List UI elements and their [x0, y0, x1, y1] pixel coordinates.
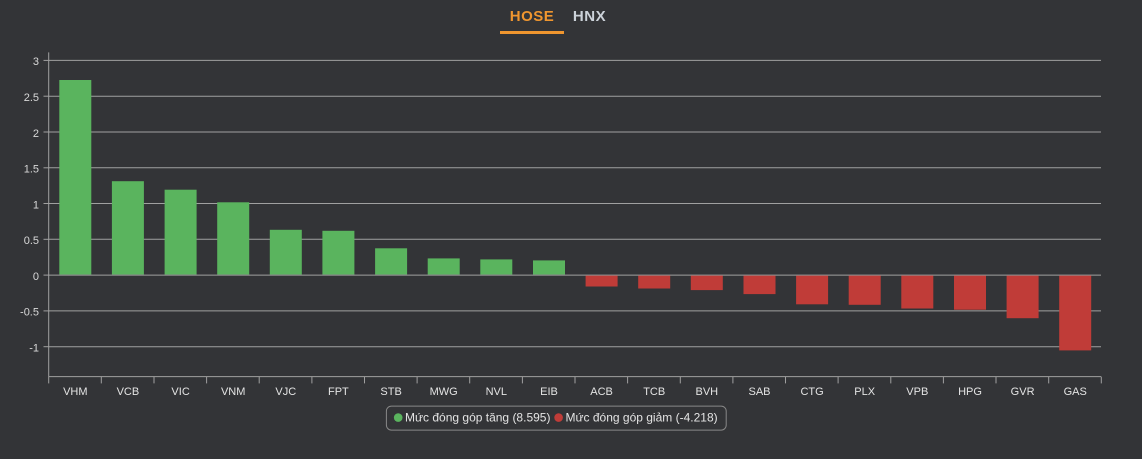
svg-text:EIB: EIB: [540, 386, 558, 398]
svg-text:2.5: 2.5: [24, 92, 39, 104]
svg-text:VIC: VIC: [171, 386, 189, 398]
svg-text:2: 2: [33, 128, 39, 140]
svg-text:BVH: BVH: [695, 386, 718, 398]
svg-text:GAS: GAS: [1064, 386, 1087, 398]
svg-text:STB: STB: [380, 386, 401, 398]
svg-text:VCB: VCB: [117, 386, 140, 398]
svg-text:HPG: HPG: [958, 386, 982, 398]
svg-text:VNM: VNM: [221, 386, 245, 398]
svg-text:TCB: TCB: [643, 386, 665, 398]
svg-text:SAB: SAB: [748, 386, 770, 398]
svg-text:FPT: FPT: [328, 386, 349, 398]
svg-text:0: 0: [33, 271, 39, 283]
svg-text:ACB: ACB: [590, 386, 613, 398]
svg-text:VHM: VHM: [63, 386, 87, 398]
svg-text:0.5: 0.5: [24, 235, 39, 247]
svg-text:Mức đóng góp tăng (8.595): Mức đóng góp tăng (8.595): [405, 410, 550, 424]
svg-text:Mức đóng góp giảm (-4.218): Mức đóng góp giảm (-4.218): [566, 410, 718, 424]
svg-text:VJC: VJC: [275, 386, 296, 398]
svg-text:-0.5: -0.5: [20, 307, 39, 319]
svg-text:1: 1: [33, 199, 39, 211]
svg-text:NVL: NVL: [486, 386, 507, 398]
svg-text:1.5: 1.5: [24, 164, 39, 176]
svg-text:CTG: CTG: [800, 386, 823, 398]
svg-text:PLX: PLX: [854, 386, 875, 398]
svg-text:-1: -1: [29, 343, 39, 355]
svg-text:MWG: MWG: [430, 386, 458, 398]
svg-text:VPB: VPB: [906, 386, 928, 398]
svg-text:3: 3: [33, 56, 39, 68]
svg-text:GVR: GVR: [1011, 386, 1035, 398]
